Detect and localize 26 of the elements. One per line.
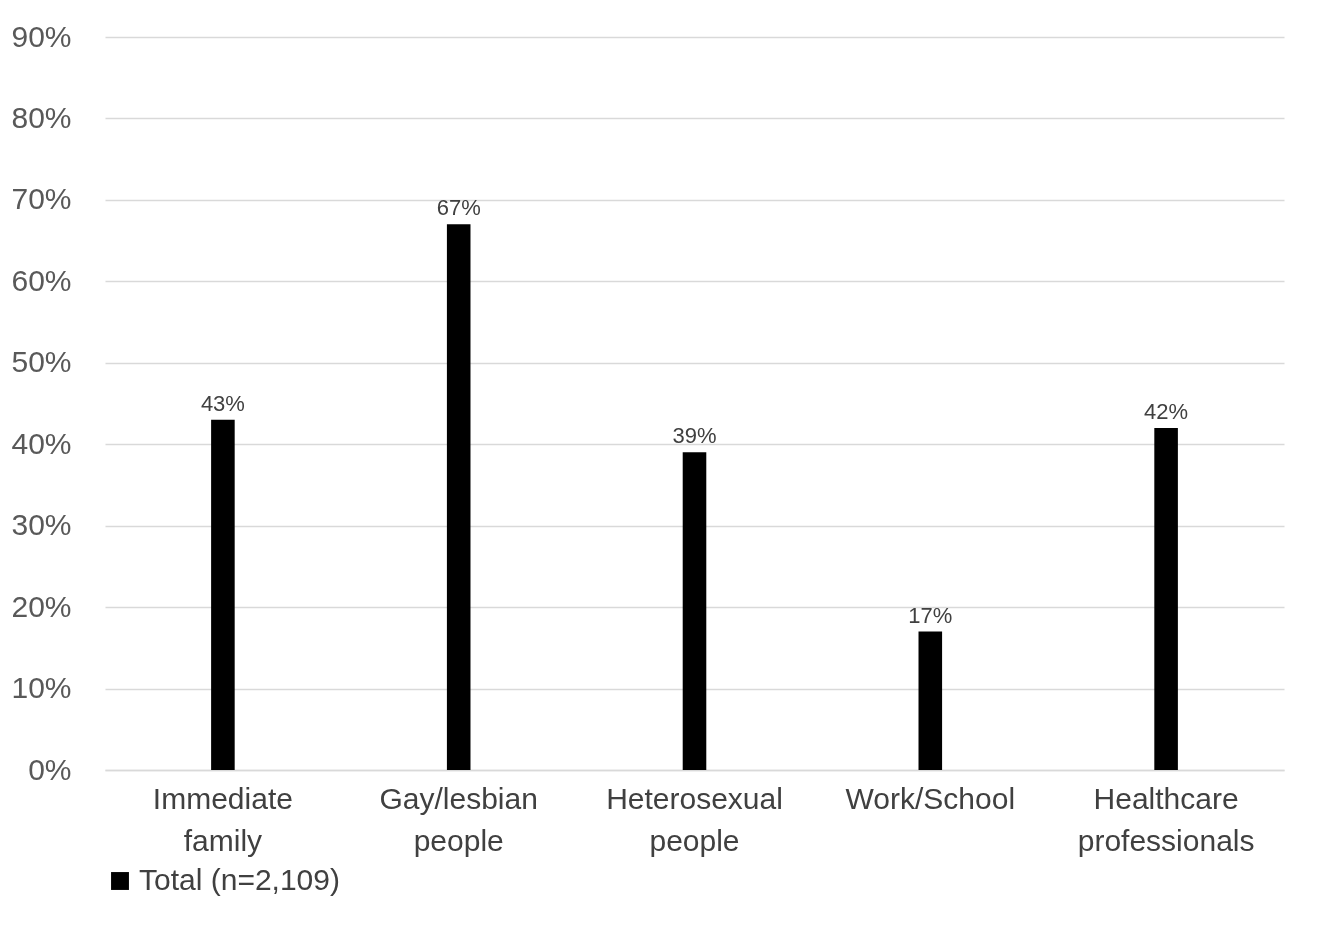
x-tick-label: Healthcare professionals — [1077, 781, 1255, 857]
y-tick-label: 50% — [11, 345, 72, 379]
bar — [1154, 427, 1178, 770]
y-tick-label: 20% — [11, 589, 72, 623]
bar — [446, 224, 471, 770]
x-tick-label: Heterosexual people — [606, 781, 783, 857]
bar — [211, 419, 235, 770]
y-tick-label: 40% — [11, 426, 72, 460]
y-tick-label: 0% — [28, 752, 72, 786]
x-tick-label: Immediate family — [152, 781, 293, 857]
y-tick-label: 10% — [11, 671, 72, 705]
data-label: 39% — [672, 423, 717, 449]
data-label: 42% — [1144, 398, 1189, 424]
x-tick-label: Work/School — [845, 781, 1016, 815]
y-tick-label: 30% — [11, 508, 72, 542]
y-tick-label: 70% — [11, 182, 72, 216]
legend-label: Total (n=2,109) — [139, 863, 340, 896]
data-label: 17% — [908, 602, 953, 628]
bar — [918, 631, 943, 770]
y-tick-label: 60% — [11, 263, 72, 297]
data-label: 67% — [436, 195, 481, 221]
bar — [682, 452, 707, 770]
y-tick-label: 90% — [11, 19, 72, 53]
data-label: 43% — [200, 390, 245, 416]
y-tick-label: 80% — [11, 100, 72, 134]
x-tick-label: Gay/lesbian people — [379, 781, 538, 857]
